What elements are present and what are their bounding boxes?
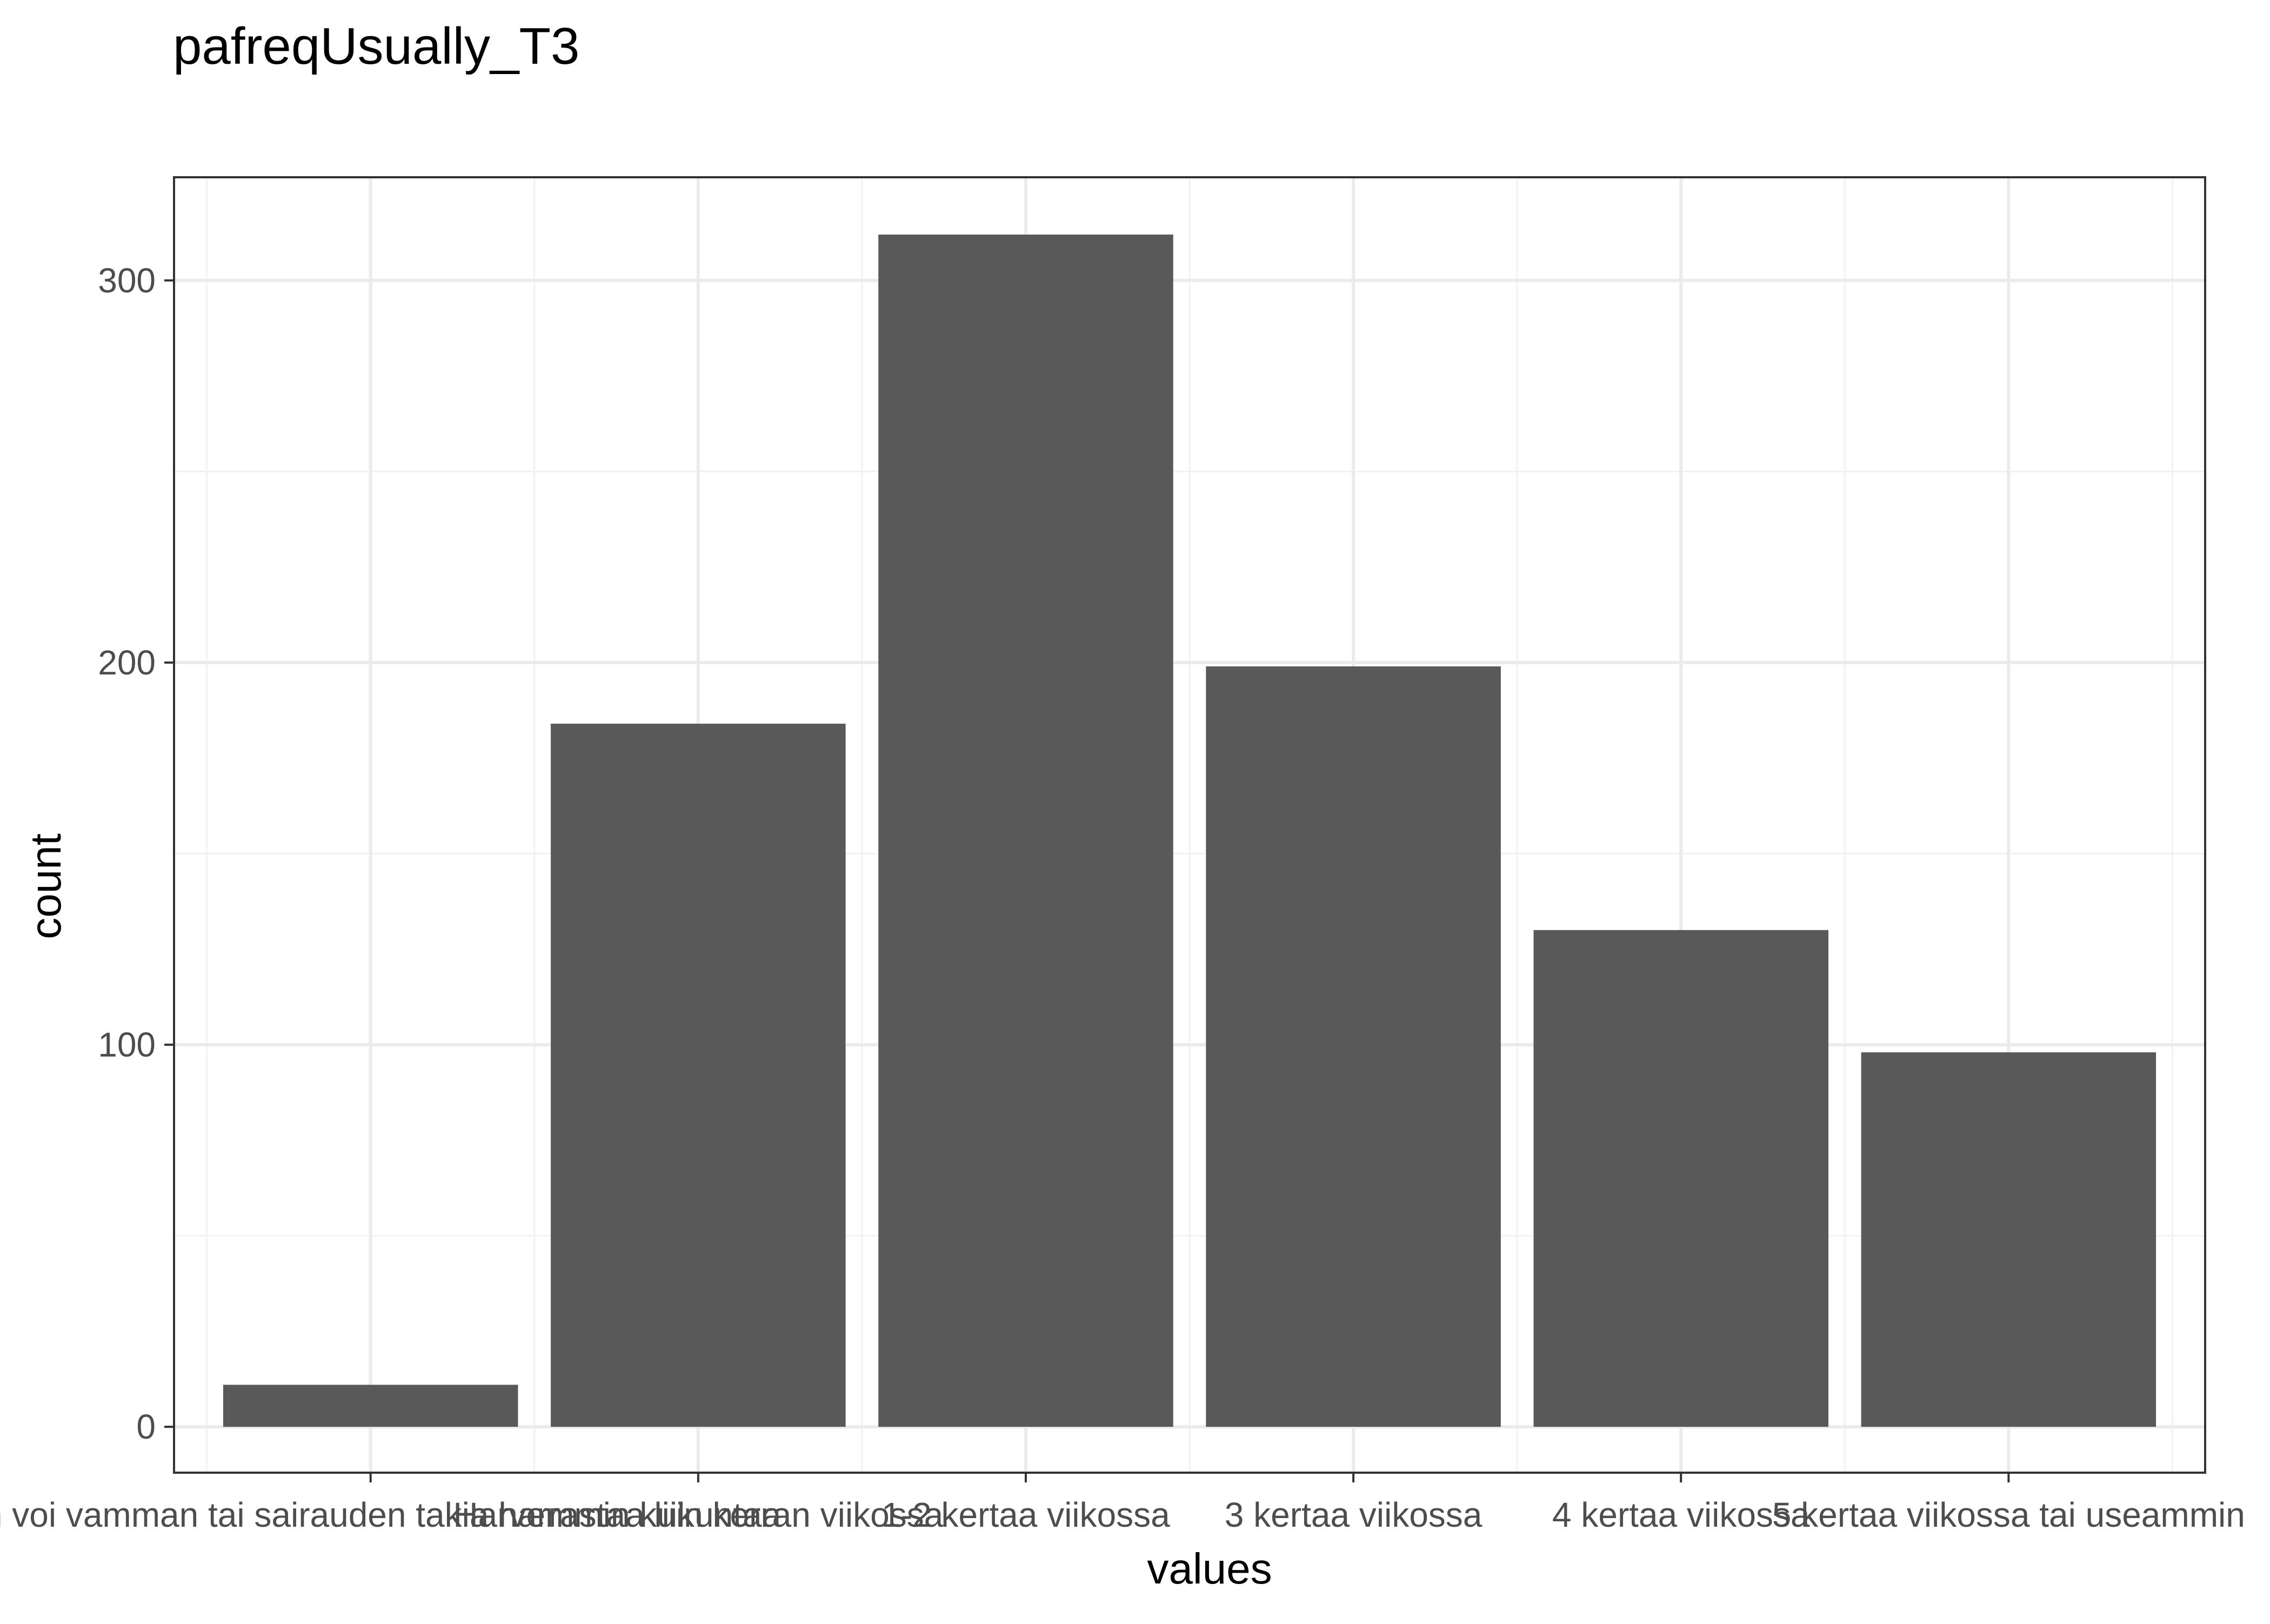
chart-title: pafreqUsually_T3	[173, 17, 579, 75]
y-tick-label: 200	[98, 643, 156, 682]
y-tick-label: 0	[136, 1407, 156, 1446]
x-tick-label: 1-2 kertaa viikossa	[882, 1495, 1170, 1534]
x-axis-title: values	[1147, 1545, 1272, 1593]
bar	[1861, 1052, 2156, 1427]
x-tick-label: 5 kertaa viikossa tai useammin	[1772, 1495, 2245, 1534]
bar	[1533, 930, 1828, 1427]
x-tick-label: 3 kertaa viikossa	[1225, 1495, 1483, 1534]
y-tick-label: 100	[98, 1025, 156, 1064]
bar	[223, 1385, 518, 1427]
x-tick-label: En voi vamman tai sairauden takia harras…	[0, 1495, 782, 1534]
y-tick-label: 300	[98, 261, 156, 300]
bar	[551, 724, 846, 1427]
plot-area: 0 100 200 300 En voi vamman tai sairauden ta…	[0, 176, 2245, 1534]
bar	[878, 235, 1173, 1427]
x-tick-label: 4 kertaa viikossa	[1552, 1495, 1810, 1534]
x-tick-label: Harvemmin kuin kerran viikossa	[453, 1495, 943, 1534]
bar	[1206, 666, 1501, 1427]
panel-border	[173, 176, 2206, 1474]
y-axis-title: count	[22, 833, 70, 939]
